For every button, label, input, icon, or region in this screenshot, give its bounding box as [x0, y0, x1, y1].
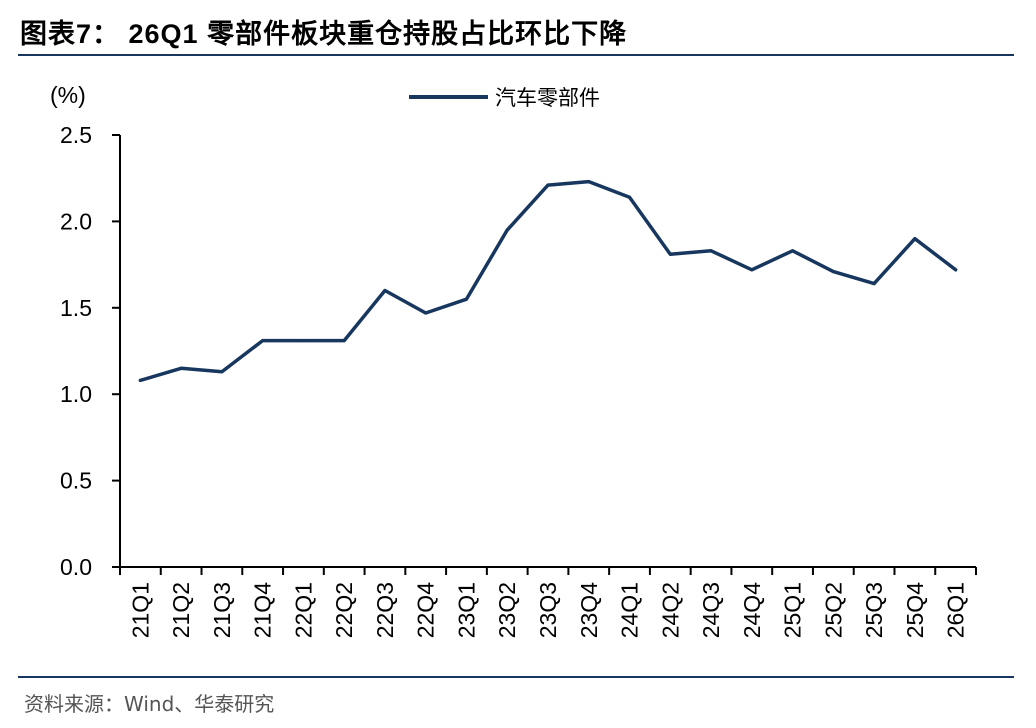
data-point — [954, 268, 958, 272]
x-tick-label: 24Q4 — [739, 582, 765, 638]
x-tick-label: 25Q4 — [902, 582, 928, 638]
x-tick-label: 23Q2 — [494, 582, 520, 638]
chart-title: 图表7： 26Q1 零部件板块重仓持股占比环比下降 — [20, 19, 628, 49]
axes — [112, 135, 976, 568]
x-tick-label: 23Q3 — [535, 582, 561, 638]
data-point — [831, 270, 835, 274]
y-axis-ticks: 0.0 0.5 1.0 1.5 2.0 2.5 — [60, 122, 120, 580]
data-point — [913, 237, 917, 241]
data-point — [546, 183, 550, 187]
y-tick-label: 0.0 — [60, 554, 92, 580]
data-point — [179, 366, 183, 370]
y-tick-label: 0.5 — [60, 468, 92, 494]
data-point — [791, 249, 795, 253]
data-point — [709, 249, 713, 253]
footer-divider — [18, 676, 1014, 678]
x-tick-label: 23Q4 — [576, 582, 602, 638]
y-tick-label: 2.0 — [60, 208, 92, 234]
series-line — [138, 179, 958, 383]
x-tick-label: 25Q3 — [861, 582, 887, 638]
x-tick-label: 21Q4 — [250, 582, 276, 638]
x-tick-label: 24Q1 — [617, 582, 643, 638]
x-tick-label: 22Q4 — [413, 582, 439, 638]
x-tick-label: 25Q1 — [780, 582, 806, 638]
y-axis-unit-label: (%) — [50, 82, 86, 108]
data-point — [505, 228, 509, 232]
data-point — [628, 195, 632, 199]
x-tick-label: 21Q1 — [127, 582, 153, 638]
legend-label: 汽车零部件 — [495, 86, 600, 110]
data-point — [220, 370, 224, 374]
x-tick-label: 23Q1 — [453, 582, 479, 638]
y-tick-label: 1.0 — [60, 381, 92, 407]
data-point — [872, 282, 876, 286]
data-point — [301, 339, 305, 343]
data-point — [261, 339, 265, 343]
x-tick-label: 22Q2 — [331, 582, 357, 638]
x-tick-label: 24Q3 — [698, 582, 724, 638]
x-axis-ticks: 21Q1 21Q2 21Q3 21Q4 22Q1 22Q2 22Q3 22Q4 23Q1 23Q2… — [119, 567, 977, 638]
data-point — [383, 289, 387, 293]
data-point — [464, 297, 468, 301]
x-tick-label: 21Q3 — [209, 582, 235, 638]
x-tick-label: 22Q3 — [372, 582, 398, 638]
x-tick-label: 22Q1 — [290, 582, 316, 638]
data-point — [424, 311, 428, 315]
data-point — [587, 180, 591, 184]
legend: 汽车零部件 — [409, 86, 600, 110]
data-point — [750, 268, 754, 272]
data-point — [342, 339, 346, 343]
plot-area — [138, 179, 958, 383]
y-tick-label: 1.5 — [60, 295, 92, 321]
x-tick-label: 25Q2 — [820, 582, 846, 638]
x-tick-label: 21Q2 — [168, 582, 194, 638]
data-point — [668, 252, 672, 256]
y-tick-label: 2.5 — [60, 122, 92, 148]
x-tick-label: 24Q2 — [657, 582, 683, 638]
source-note: 资料来源：Wind、华泰研究 — [24, 692, 275, 716]
title-divider — [18, 54, 1014, 56]
x-tick-label: 26Q1 — [943, 582, 969, 638]
data-point — [138, 378, 142, 382]
